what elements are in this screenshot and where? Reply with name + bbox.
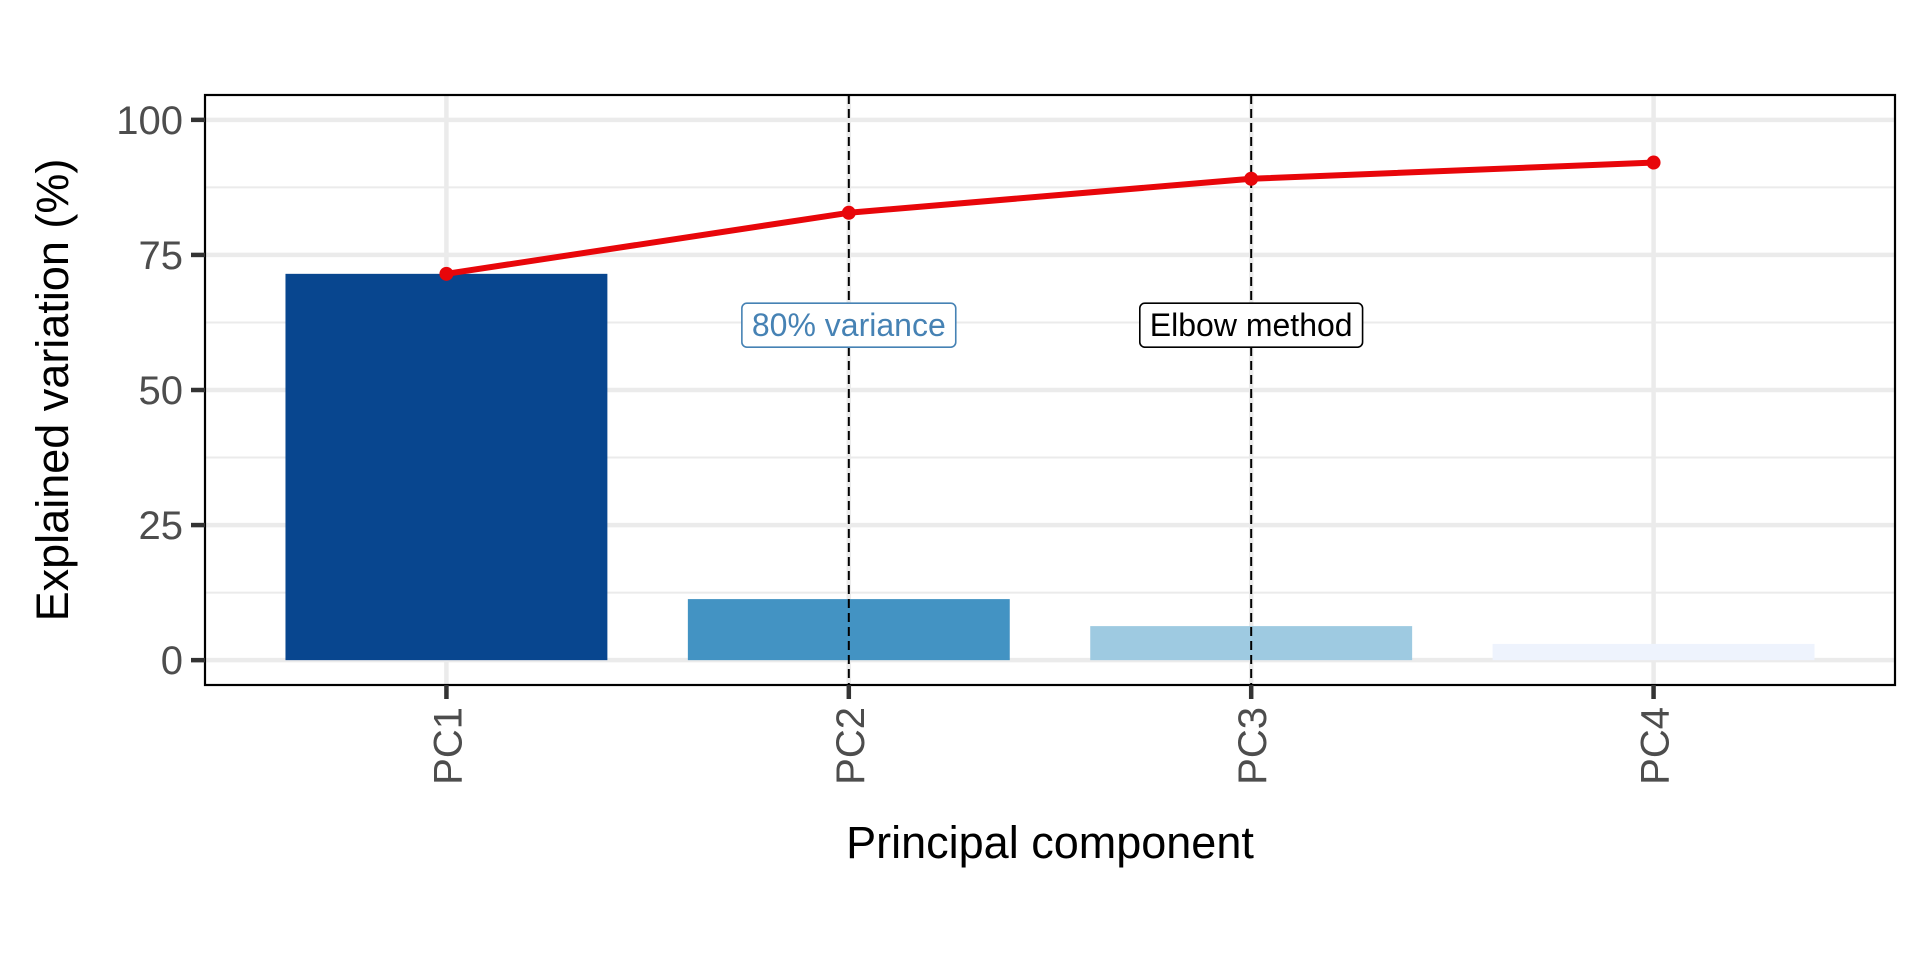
y-axis-title: Explained variation (%)	[27, 159, 78, 622]
x-tick-label-pc1: PC1	[426, 707, 470, 785]
y-tick-label: 25	[139, 504, 184, 548]
x-axis-title: Principal component	[846, 817, 1254, 868]
axis-layer: 0 25 50 75 100 PC1 PC2 PC3 PC4	[116, 99, 1677, 785]
cumulative-point-pc4	[1646, 155, 1661, 170]
cumulative-point-pc2	[841, 205, 856, 220]
annotation-box	[1138, 302, 1364, 348]
cumulative-line-layer	[439, 155, 1661, 281]
cumulative-point-pc1	[439, 266, 454, 281]
bar-layer	[285, 273, 1815, 661]
y-tick-label: 100	[116, 99, 183, 143]
y-tick-label: 50	[139, 369, 184, 413]
y-tick-label: 0	[161, 639, 183, 683]
vline-layer	[847, 95, 1253, 685]
x-tick-label-pc4: PC4	[1634, 707, 1678, 785]
annotation-box	[741, 302, 957, 348]
y-tick-label: 75	[139, 234, 184, 278]
x-tick-label-pc2: PC2	[829, 707, 873, 785]
annotation-pc3: Elbow method	[1138, 302, 1364, 348]
cumulative-variance-line	[445, 159, 1654, 277]
cumulative-point-pc3	[1244, 171, 1259, 186]
annotation-label: 80% variance	[752, 307, 946, 343]
x-tick-label-pc3: PC3	[1231, 707, 1275, 785]
bar-pc1	[285, 273, 608, 661]
bar-pc4	[1492, 643, 1815, 661]
annotation-label: Elbow method	[1150, 307, 1353, 343]
annotation-pc2: 80% variance	[741, 302, 957, 348]
annotation-layer: 80% variance Elbow method	[741, 302, 1364, 348]
